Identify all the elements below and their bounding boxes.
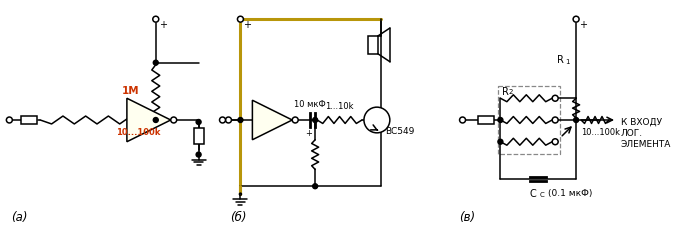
Circle shape [196, 120, 201, 125]
Circle shape [552, 117, 558, 123]
Circle shape [239, 193, 241, 195]
Circle shape [313, 184, 318, 189]
Text: 10 мкФ: 10 мкФ [294, 100, 326, 109]
Text: (а): (а) [11, 211, 28, 224]
Text: 1: 1 [566, 59, 570, 65]
Text: R: R [503, 87, 510, 97]
Text: +: + [579, 20, 587, 30]
Circle shape [238, 118, 243, 122]
Text: 1...10k: 1...10k [326, 102, 354, 111]
Circle shape [6, 117, 13, 123]
Text: +: + [304, 129, 312, 138]
Circle shape [498, 118, 503, 122]
Text: (б): (б) [230, 211, 247, 224]
Circle shape [313, 118, 318, 122]
Text: R: R [557, 55, 564, 65]
Circle shape [552, 139, 558, 145]
Bar [479, 115, 494, 125]
Circle shape [153, 16, 159, 22]
Circle shape [573, 118, 579, 122]
Text: 10...100k: 10...100k [116, 128, 160, 137]
Polygon shape [127, 98, 171, 142]
Bar [498, 86, 560, 154]
Circle shape [196, 152, 201, 157]
Text: +: + [159, 20, 167, 30]
Bar [194, 128, 204, 144]
Circle shape [292, 117, 298, 123]
Circle shape [220, 117, 225, 123]
Text: C: C [539, 192, 544, 198]
Circle shape [573, 16, 579, 22]
Text: 2: 2 [508, 89, 512, 95]
Circle shape [498, 139, 503, 144]
Bar [368, 36, 378, 54]
Circle shape [237, 16, 244, 22]
Circle shape [552, 95, 558, 101]
Circle shape [225, 117, 232, 123]
Text: (в): (в) [460, 211, 476, 224]
Circle shape [460, 117, 466, 123]
Circle shape [364, 107, 390, 133]
Text: BC549: BC549 [385, 127, 414, 136]
Text: 1M: 1M [122, 86, 140, 96]
Text: C: C [529, 189, 536, 199]
Circle shape [153, 60, 158, 65]
Circle shape [171, 117, 176, 123]
Text: +: + [244, 20, 251, 30]
Circle shape [153, 118, 158, 122]
Text: (0.1 мкФ): (0.1 мкФ) [548, 189, 593, 198]
Text: 10...100k: 10...100k [581, 128, 620, 137]
Bar [21, 115, 37, 125]
Text: К ВХОДУ
ЛОГ.
ЭЛЕМЕНТА: К ВХОДУ ЛОГ. ЭЛЕМЕНТА [621, 118, 671, 149]
Polygon shape [253, 100, 292, 140]
